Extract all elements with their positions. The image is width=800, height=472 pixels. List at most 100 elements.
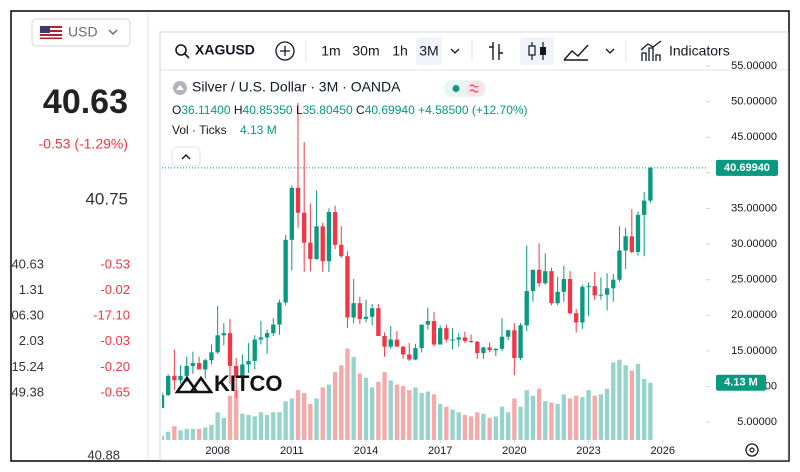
volume-bar xyxy=(345,348,350,440)
volume-bar xyxy=(518,406,523,440)
candle-body xyxy=(190,363,196,366)
candle-body xyxy=(351,303,356,318)
candle-body xyxy=(506,330,511,337)
candle-body xyxy=(271,324,276,334)
currency-label: USD xyxy=(68,24,98,40)
candle-body xyxy=(172,375,177,381)
row-change: -0.20 xyxy=(100,359,130,374)
quote-rows: 40.63 -0.53 1.31 -0.02 06.30 -17.10 2.03 -0.03 1… xyxy=(11,256,130,399)
volume-legend-name: Vol · Ticks xyxy=(172,123,227,137)
candle-body xyxy=(227,333,233,366)
candle-body xyxy=(604,288,610,295)
candle-body xyxy=(586,286,591,288)
candle-body xyxy=(302,212,307,243)
ohlc-value: 35.80450 xyxy=(303,103,353,117)
volume-bar xyxy=(264,415,270,440)
candle-body xyxy=(431,321,437,345)
volume-bar xyxy=(555,403,560,440)
volume-bar xyxy=(363,377,369,440)
volume-bar xyxy=(382,372,387,440)
interval-button[interactable]: 1h xyxy=(392,43,408,59)
volume-bar xyxy=(302,392,307,440)
indicators-button[interactable]: Indicators xyxy=(669,43,730,59)
volume-tag-label: 4.13 M xyxy=(724,377,758,389)
row-value: 06.30 xyxy=(11,308,44,323)
frame xyxy=(10,10,790,462)
volume-bar xyxy=(611,362,616,440)
candle-body xyxy=(611,279,616,289)
row-change: -0.65 xyxy=(100,384,130,399)
y-tick-label: 35.00000 xyxy=(731,202,777,214)
sidebar: USD 40.63 -0.53 (-1.29%) 40.75 40.63 -0.5… xyxy=(11,18,131,460)
candle-body xyxy=(184,365,189,376)
volume-bar xyxy=(246,415,251,440)
candle-body xyxy=(283,239,288,303)
watermark: KITCO xyxy=(174,371,282,396)
candles-icon-body xyxy=(540,47,546,55)
bars-icon[interactable] xyxy=(489,42,503,60)
candle-body xyxy=(178,375,183,381)
search-icon[interactable] xyxy=(175,44,187,56)
candle-body xyxy=(444,328,449,340)
candle-body xyxy=(394,339,400,347)
interval-button[interactable]: 1m xyxy=(321,43,340,59)
candle-body xyxy=(162,395,165,408)
candle-body xyxy=(413,348,418,360)
row-value: 49.38 xyxy=(11,384,44,399)
y-tick-label: 50.00000 xyxy=(731,96,777,108)
candle-body xyxy=(314,226,319,260)
series-layer xyxy=(162,103,653,440)
row-change: -0.02 xyxy=(100,282,130,297)
candle-body xyxy=(598,294,604,296)
volume-bar xyxy=(468,416,474,440)
y-tick-label: 15.00000 xyxy=(731,345,777,357)
symbol[interactable]: XAGUSD xyxy=(195,42,255,58)
volume-bar xyxy=(438,403,443,440)
chart-type-menu[interactable] xyxy=(605,48,615,54)
candle-body xyxy=(264,333,270,338)
price-axis: 5.0000010.0000015.0000020.0000025.000003… xyxy=(205,60,778,457)
price: 40.63 xyxy=(43,83,128,121)
candle-body xyxy=(592,286,597,296)
watermark-text: KITCO xyxy=(214,371,282,396)
volume-bar xyxy=(295,390,301,440)
candle-body xyxy=(555,291,560,304)
volume-bar xyxy=(499,406,505,440)
add-symbol-button[interactable] xyxy=(275,41,295,61)
candle-body xyxy=(456,337,461,340)
ohlc-label: C xyxy=(356,103,365,117)
row-change: -0.53 xyxy=(100,256,130,271)
ohlc-change: +4.58500 (+12.70%) xyxy=(418,103,527,117)
settings-icon[interactable] xyxy=(745,443,759,457)
candle-body xyxy=(382,335,387,347)
candle-body xyxy=(308,242,313,260)
candle-body xyxy=(332,212,338,245)
volume-bar xyxy=(623,365,628,440)
volume-bar xyxy=(462,415,468,440)
volume-bar xyxy=(332,372,338,440)
ohlc-value: 40.85350 xyxy=(243,103,293,117)
row-value: 1.31 xyxy=(19,282,44,297)
candle-body xyxy=(468,340,474,342)
candle-body xyxy=(370,308,375,317)
candles-button[interactable] xyxy=(520,37,554,65)
collapse-button[interactable] xyxy=(171,146,201,167)
y-tick-label: 55.00000 xyxy=(731,60,777,72)
volume-bar xyxy=(574,395,579,440)
ohlc-label: O xyxy=(172,103,181,117)
interval-button[interactable]: 3M xyxy=(419,43,438,59)
ohlc-value: 36.11400 xyxy=(181,103,230,117)
interval-menu[interactable] xyxy=(450,48,460,54)
candle-body xyxy=(277,302,282,325)
interval-button[interactable]: 30m xyxy=(352,43,379,59)
volume-bar xyxy=(240,413,245,440)
candle-body xyxy=(543,271,548,284)
candle-body xyxy=(339,244,344,257)
x-tick-label: 2008 xyxy=(205,445,229,457)
candle-body xyxy=(419,324,424,349)
chart-title: Silver / U.S. Dollar · 3M · OANDA xyxy=(192,79,401,95)
candle-body xyxy=(438,328,443,345)
area-icon[interactable] xyxy=(563,44,589,61)
volume-bar xyxy=(524,390,529,440)
candle-body xyxy=(530,269,536,292)
